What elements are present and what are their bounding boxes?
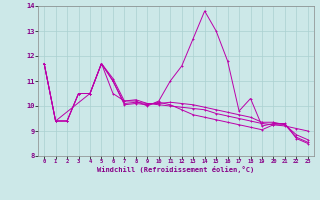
X-axis label: Windchill (Refroidissement éolien,°C): Windchill (Refroidissement éolien,°C) <box>97 166 255 173</box>
